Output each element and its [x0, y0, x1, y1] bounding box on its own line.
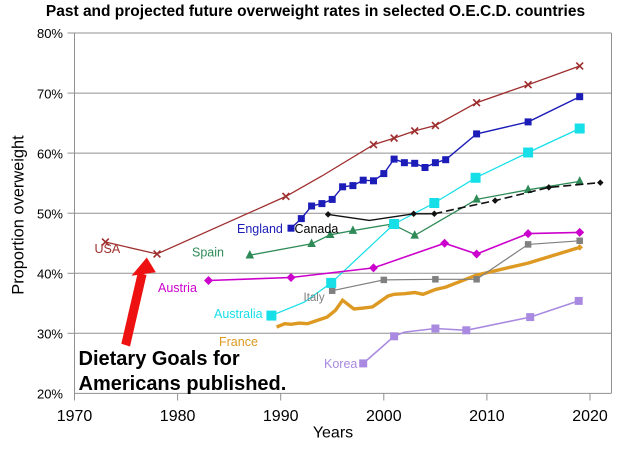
svg-text:30%: 30% — [37, 327, 63, 342]
svg-text:1980: 1980 — [160, 408, 196, 425]
svg-text:1970: 1970 — [57, 408, 93, 425]
svg-text:Proportion overweight: Proportion overweight — [10, 135, 28, 295]
svg-text:50%: 50% — [37, 206, 63, 221]
svg-text:60%: 60% — [37, 146, 63, 161]
svg-text:Australia: Australia — [214, 307, 263, 321]
svg-text:USA: USA — [95, 242, 121, 256]
svg-text:1990: 1990 — [263, 408, 299, 425]
svg-text:Spain: Spain — [192, 246, 224, 260]
svg-text:70%: 70% — [37, 86, 63, 101]
svg-text:Past and projected future over: Past and projected future overweight rat… — [46, 3, 585, 20]
svg-text:Years: Years — [313, 424, 353, 441]
svg-text:80%: 80% — [37, 26, 63, 41]
svg-text:England: England — [237, 222, 283, 236]
svg-text:Americans published.: Americans published. — [79, 373, 287, 395]
svg-text:2020: 2020 — [572, 408, 608, 425]
svg-text:Canada: Canada — [295, 222, 339, 236]
svg-text:Dietary Goals for: Dietary Goals for — [79, 348, 240, 370]
svg-text:2000: 2000 — [366, 408, 402, 425]
svg-text:40%: 40% — [37, 267, 63, 282]
svg-text:2010: 2010 — [469, 408, 505, 425]
svg-text:Italy: Italy — [304, 292, 325, 304]
svg-text:Austria: Austria — [158, 281, 197, 295]
svg-text:France: France — [219, 335, 258, 349]
svg-text:Korea: Korea — [324, 357, 357, 371]
svg-text:20%: 20% — [37, 387, 63, 402]
